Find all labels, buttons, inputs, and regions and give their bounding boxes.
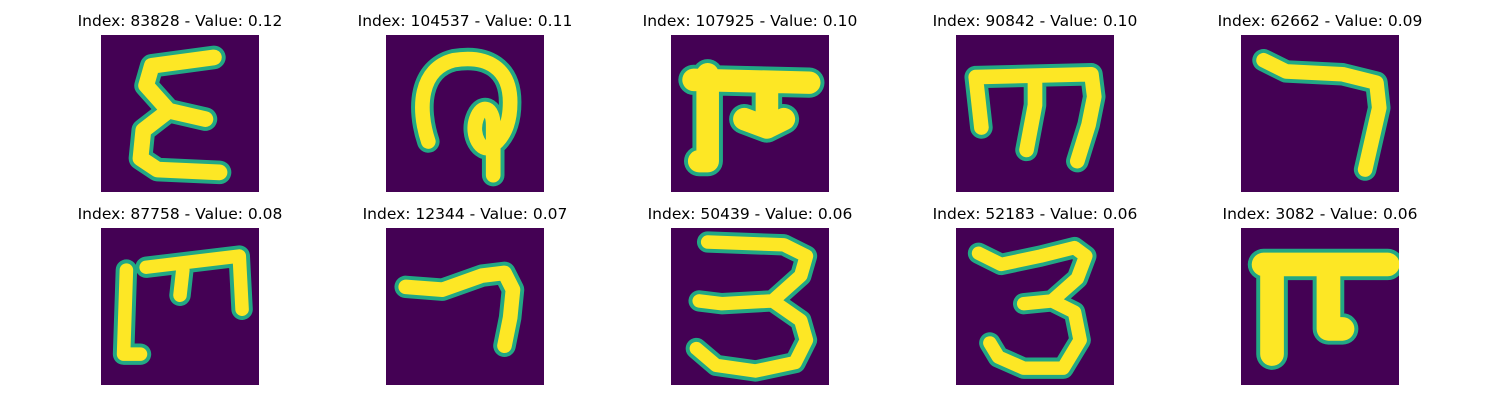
digit-image xyxy=(671,228,829,385)
digit-image xyxy=(1241,35,1399,192)
digit-image xyxy=(101,35,259,192)
panel-title: Index: 87758 - Value: 0.08 xyxy=(77,205,283,223)
digit-image xyxy=(956,228,1114,385)
digit-image xyxy=(1241,228,1399,385)
panel-title: Index: 50439 - Value: 0.06 xyxy=(647,205,853,223)
panel-title: Index: 12344 - Value: 0.07 xyxy=(362,205,568,223)
panel-title: Index: 3082 - Value: 0.06 xyxy=(1222,205,1418,223)
panel-title: Index: 104537 - Value: 0.11 xyxy=(357,12,573,30)
digit-image xyxy=(671,35,829,192)
digit-image xyxy=(956,35,1114,192)
digit-image xyxy=(386,35,544,192)
panel-title: Index: 83828 - Value: 0.12 xyxy=(77,12,283,30)
panel-title: Index: 90842 - Value: 0.10 xyxy=(932,12,1138,30)
digit-image xyxy=(101,228,259,385)
panel-title: Index: 62662 - Value: 0.09 xyxy=(1217,12,1423,30)
panel-title: Index: 52183 - Value: 0.06 xyxy=(932,205,1138,223)
digit-image xyxy=(386,228,544,385)
panel-title: Index: 107925 - Value: 0.10 xyxy=(642,12,858,30)
